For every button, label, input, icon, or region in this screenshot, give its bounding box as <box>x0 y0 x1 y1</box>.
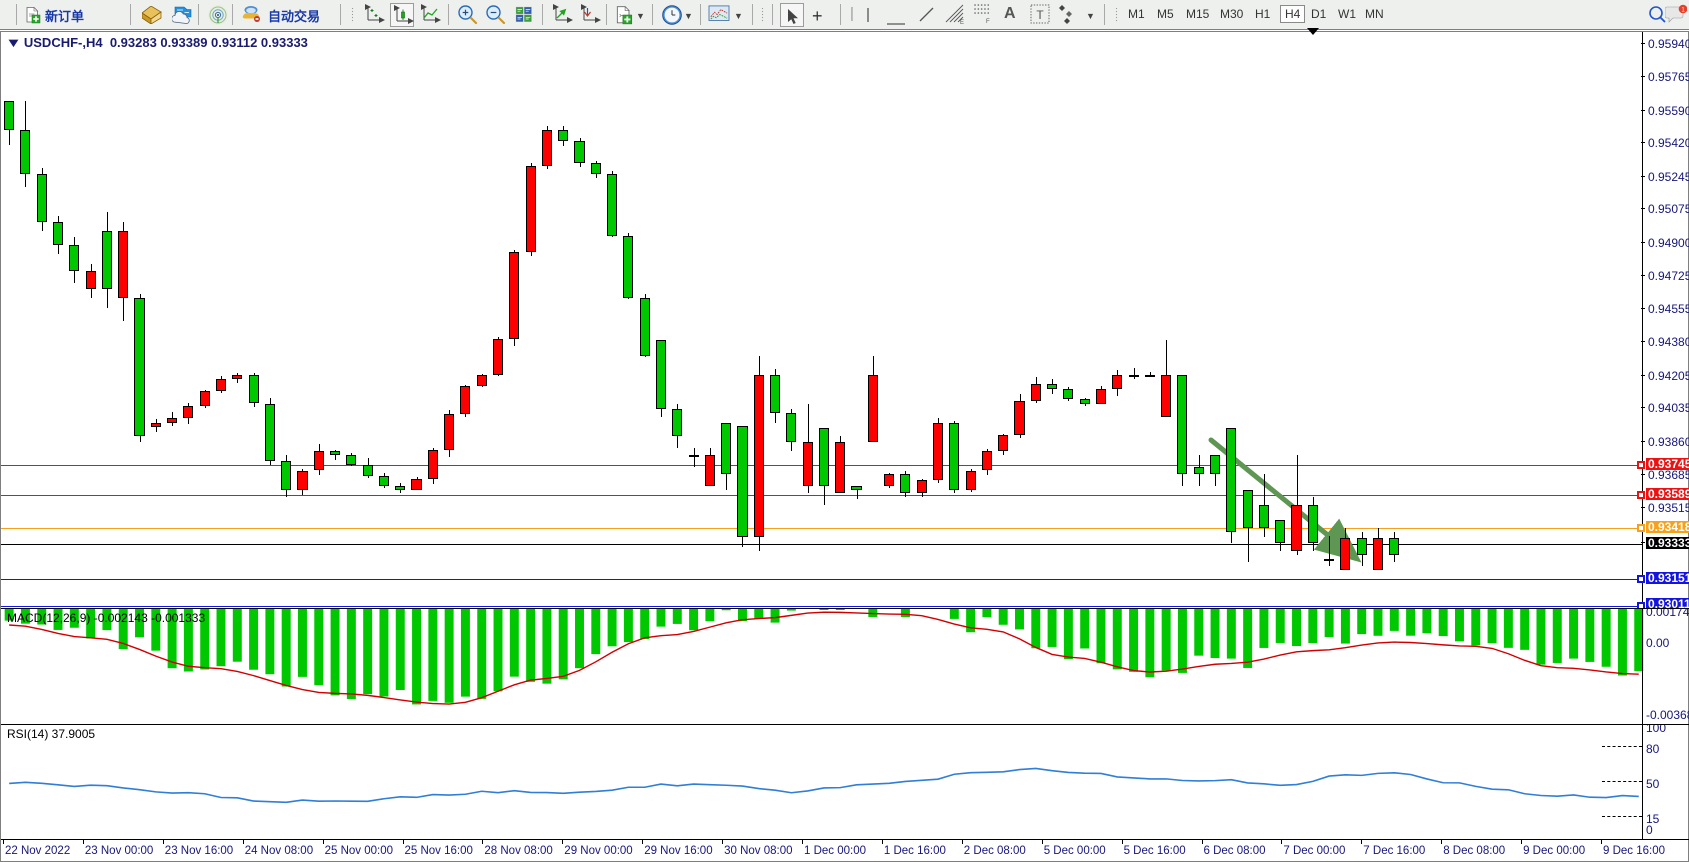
svg-text:F: F <box>986 19 990 24</box>
svg-text:E: E <box>960 20 964 25</box>
svg-text:T: T <box>1036 8 1044 22</box>
